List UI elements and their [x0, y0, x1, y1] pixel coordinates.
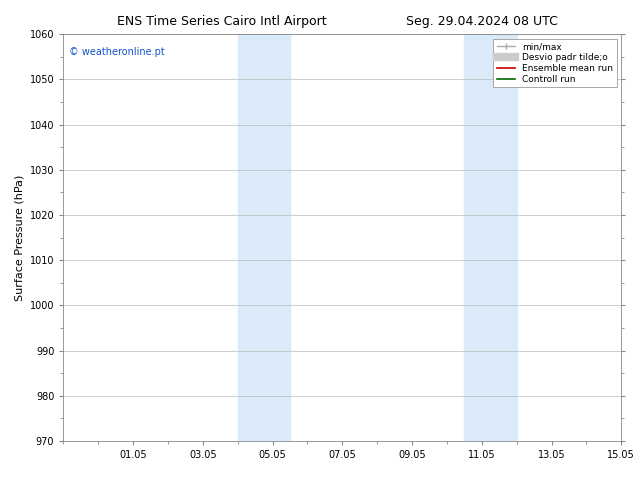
Legend: min/max, Desvio padr tilde;o, Ensemble mean run, Controll run: min/max, Desvio padr tilde;o, Ensemble m…: [493, 39, 617, 87]
Text: © weatheronline.pt: © weatheronline.pt: [69, 47, 165, 56]
Bar: [464, 34, 517, 441]
Y-axis label: Surface Pressure (hPa): Surface Pressure (hPa): [14, 174, 24, 301]
Bar: [238, 34, 290, 441]
Text: Seg. 29.04.2024 08 UTC: Seg. 29.04.2024 08 UTC: [406, 15, 558, 28]
Text: ENS Time Series Cairo Intl Airport: ENS Time Series Cairo Intl Airport: [117, 15, 327, 28]
